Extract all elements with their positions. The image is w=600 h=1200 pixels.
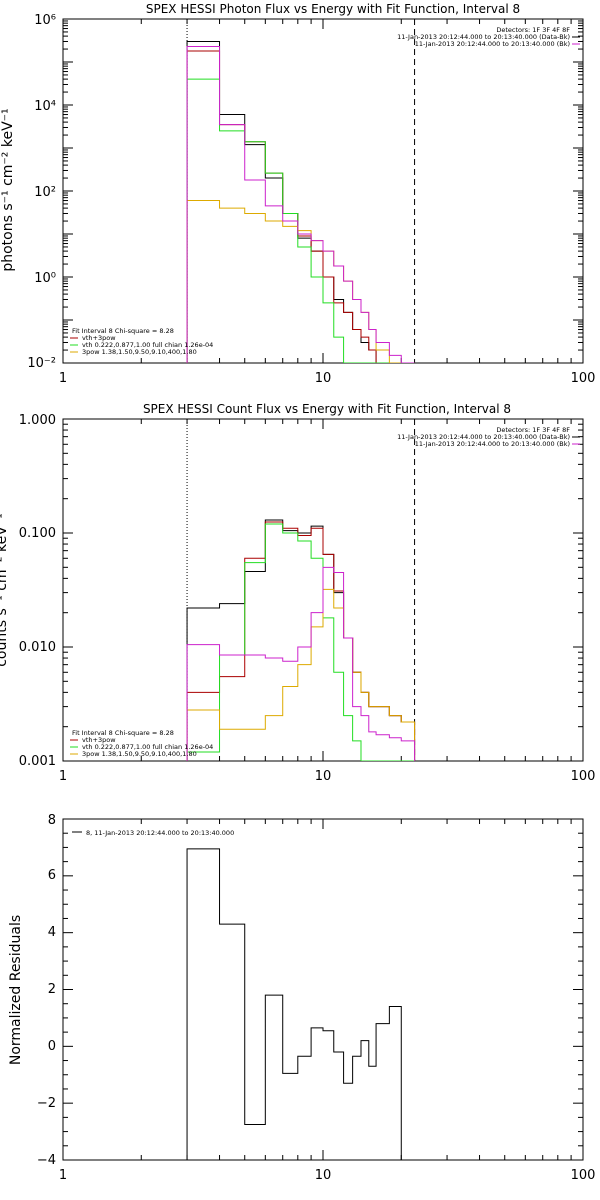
count-legend-bottom: Fit Interval 8 Chi-square = 8.28 vth+3po… [70,729,213,758]
photon-y-ticks [63,20,583,364]
photon-fit-header: Fit Interval 8 Chi-square = 8.28 [72,327,174,335]
residual-legend: 8, 11-Jan-2013 20:12:44.000 to 20:13:40.… [72,829,234,837]
count-legend-bk: 11-Jan-2013 20:12:44.000 to 20:13:40.000… [415,440,570,448]
count-xtick-label: 10 [315,769,332,784]
photon-xtick-label: 10 [315,371,332,386]
photon-ytick-label: 10⁻² [27,356,56,371]
series-powerlaw-line [186,588,416,761]
residual-ytick-label: 8 [48,813,56,828]
residual-ytick-label: 6 [48,868,56,883]
photon-xtick-label: 100 [571,371,596,386]
count-legend-powerlaw: 3pow 1.38,1.50,9.50,9.10,400,1.80 [82,750,197,758]
count-xtick-label: 1 [59,769,67,784]
count-ytick-label: 0.001 [19,754,56,769]
residual-ytick-label: 2 [48,982,56,997]
count-ylabel: counts s⁻¹ cm⁻² keV⁻¹ [0,513,10,667]
photon-ytick-label: 10² [34,185,56,200]
panel-residuals: 1 10 100 −4 −2 0 2 4 6 8 Normalized Resi… [8,813,595,1183]
series-data-line [186,519,416,761]
residual-plot-frame [62,818,584,1161]
count-legend-data-bk: 11-Jan-2013 20:12:44.000 to 20:13:40.000… [397,433,570,441]
residual-series-group [186,848,415,1160]
series-background-line [186,566,416,761]
residual-xtick-label: 1 [59,1168,67,1183]
photon-plot-frame [62,18,584,364]
photon-legend-top: Detectors: 1F 3F 4F 8F 11-Jan-2013 20:12… [397,26,580,48]
photon-xtick-label: 1 [59,371,67,386]
series-thermal-line [186,78,415,363]
series-powerlaw-line [186,200,415,363]
count-x-ticks [62,419,572,761]
count-legend-total: vth+3pow [82,736,116,744]
residual-xtick-label: 100 [571,1168,596,1183]
photon-legend-bk: 11-Jan-2013 20:12:44.000 to 20:13:40.000… [415,40,570,48]
residual-x-ticks [62,819,572,1160]
residual-ylabel: Normalized Residuals [8,915,24,1065]
panel-photon-flux: SPEX HESSI Photon Flux vs Energy with Fi… [0,2,595,386]
count-series-group [186,519,416,761]
photon-ytick-label: 10⁰ [34,271,56,286]
photon-ytick-label: 10⁴ [34,99,56,114]
count-title: SPEX HESSI Count Flux vs Energy with Fit… [143,402,511,416]
panel-count-flux: SPEX HESSI Count Flux vs Energy with Fit… [0,402,595,784]
photon-legend-total: vth+3pow [82,334,116,342]
residual-legend-label: 8, 11-Jan-2013 20:12:44.000 to 20:13:40.… [86,829,234,837]
count-ytick-label: 1.000 [19,413,56,428]
series-background-line [186,45,415,363]
count-legend-thermal: vth 0.222,0.877,1.00 full chian 1.26e-04 [82,743,213,751]
photon-ylabel: photons s⁻¹ cm⁻² keV⁻¹ [0,108,16,271]
count-ytick-label: 0.010 [19,640,56,655]
photon-ytick-label: 10⁶ [34,13,56,28]
series-data-line [186,40,415,363]
series-thermal-line [186,523,415,761]
residual-ytick-label: −4 [37,1153,56,1168]
count-legend-top: Detectors: 1F 3F 4F 8F 11-Jan-2013 20:12… [397,426,580,448]
photon-title: SPEX HESSI Photon Flux vs Energy with Fi… [146,2,520,16]
photon-legend-powerlaw: 3pow 1.38,1.50,9.50,9.10,400,1.80 [82,348,197,356]
count-detectors-label: Detectors: 1F 3F 4F 8F [496,426,570,434]
residual-ytick-label: 4 [48,925,56,940]
photon-x-ticks [62,19,572,363]
residual-xtick-label: 10 [315,1168,332,1183]
count-ytick-label: 0.100 [19,526,56,541]
photon-legend-thermal: vth 0.222,0.877,1.00 full chian 1.26e-04 [82,341,213,349]
photon-legend-bottom: Fit Interval 8 Chi-square = 8.28 vth+3po… [70,327,213,356]
residual-y-ticks [63,818,583,1161]
photon-detectors-label: Detectors: 1F 3F 4F 8F [496,26,570,34]
series-data-line [186,848,415,1160]
photon-series-group [186,40,415,363]
residual-ytick-label: 0 [48,1039,56,1054]
count-xtick-label: 100 [571,769,596,784]
residual-ytick-label: −2 [37,1096,56,1111]
series-total-line [186,521,416,761]
series-total-line [186,50,415,363]
photon-legend-data-bk: 11-Jan-2013 20:12:44.000 to 20:13:40.000… [397,33,570,41]
count-fit-header: Fit Interval 8 Chi-square = 8.28 [72,729,174,737]
